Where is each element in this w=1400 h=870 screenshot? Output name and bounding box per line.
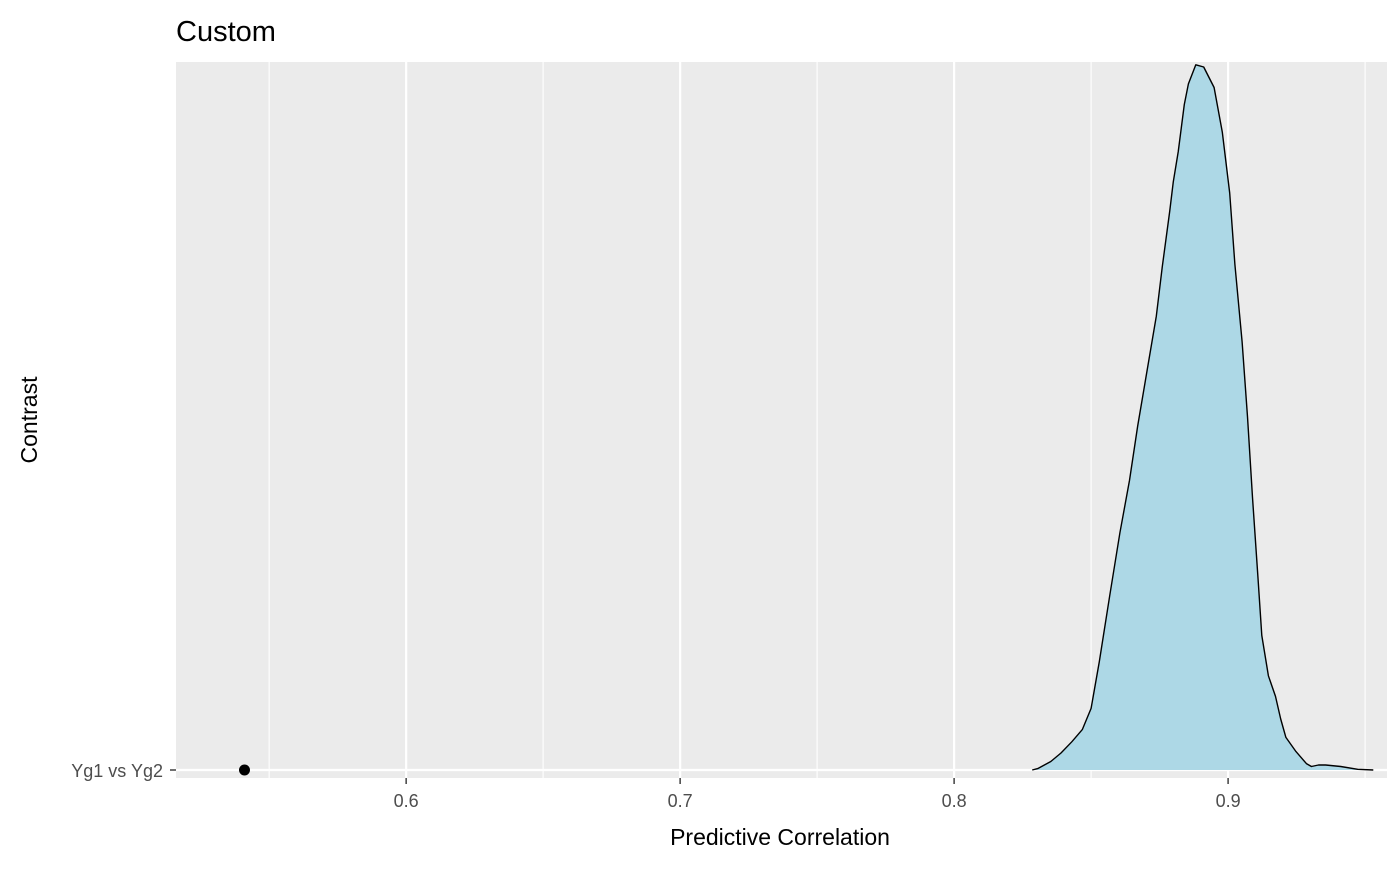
x-tick-label: 0.8 bbox=[942, 791, 967, 811]
y-tick-label: Yg1 vs Yg2 bbox=[71, 761, 163, 781]
density-outline bbox=[1032, 64, 1374, 771]
data-point bbox=[238, 764, 250, 776]
chart-title: Custom bbox=[176, 16, 276, 48]
density-fill bbox=[1032, 64, 1374, 771]
x-tick-label: 0.7 bbox=[668, 791, 693, 811]
y-axis-title: Contrast bbox=[16, 376, 42, 464]
x-tick-label: 0.9 bbox=[1216, 791, 1241, 811]
x-axis-title: Predictive Correlation bbox=[670, 824, 890, 850]
x-tick-label: 0.6 bbox=[394, 791, 419, 811]
